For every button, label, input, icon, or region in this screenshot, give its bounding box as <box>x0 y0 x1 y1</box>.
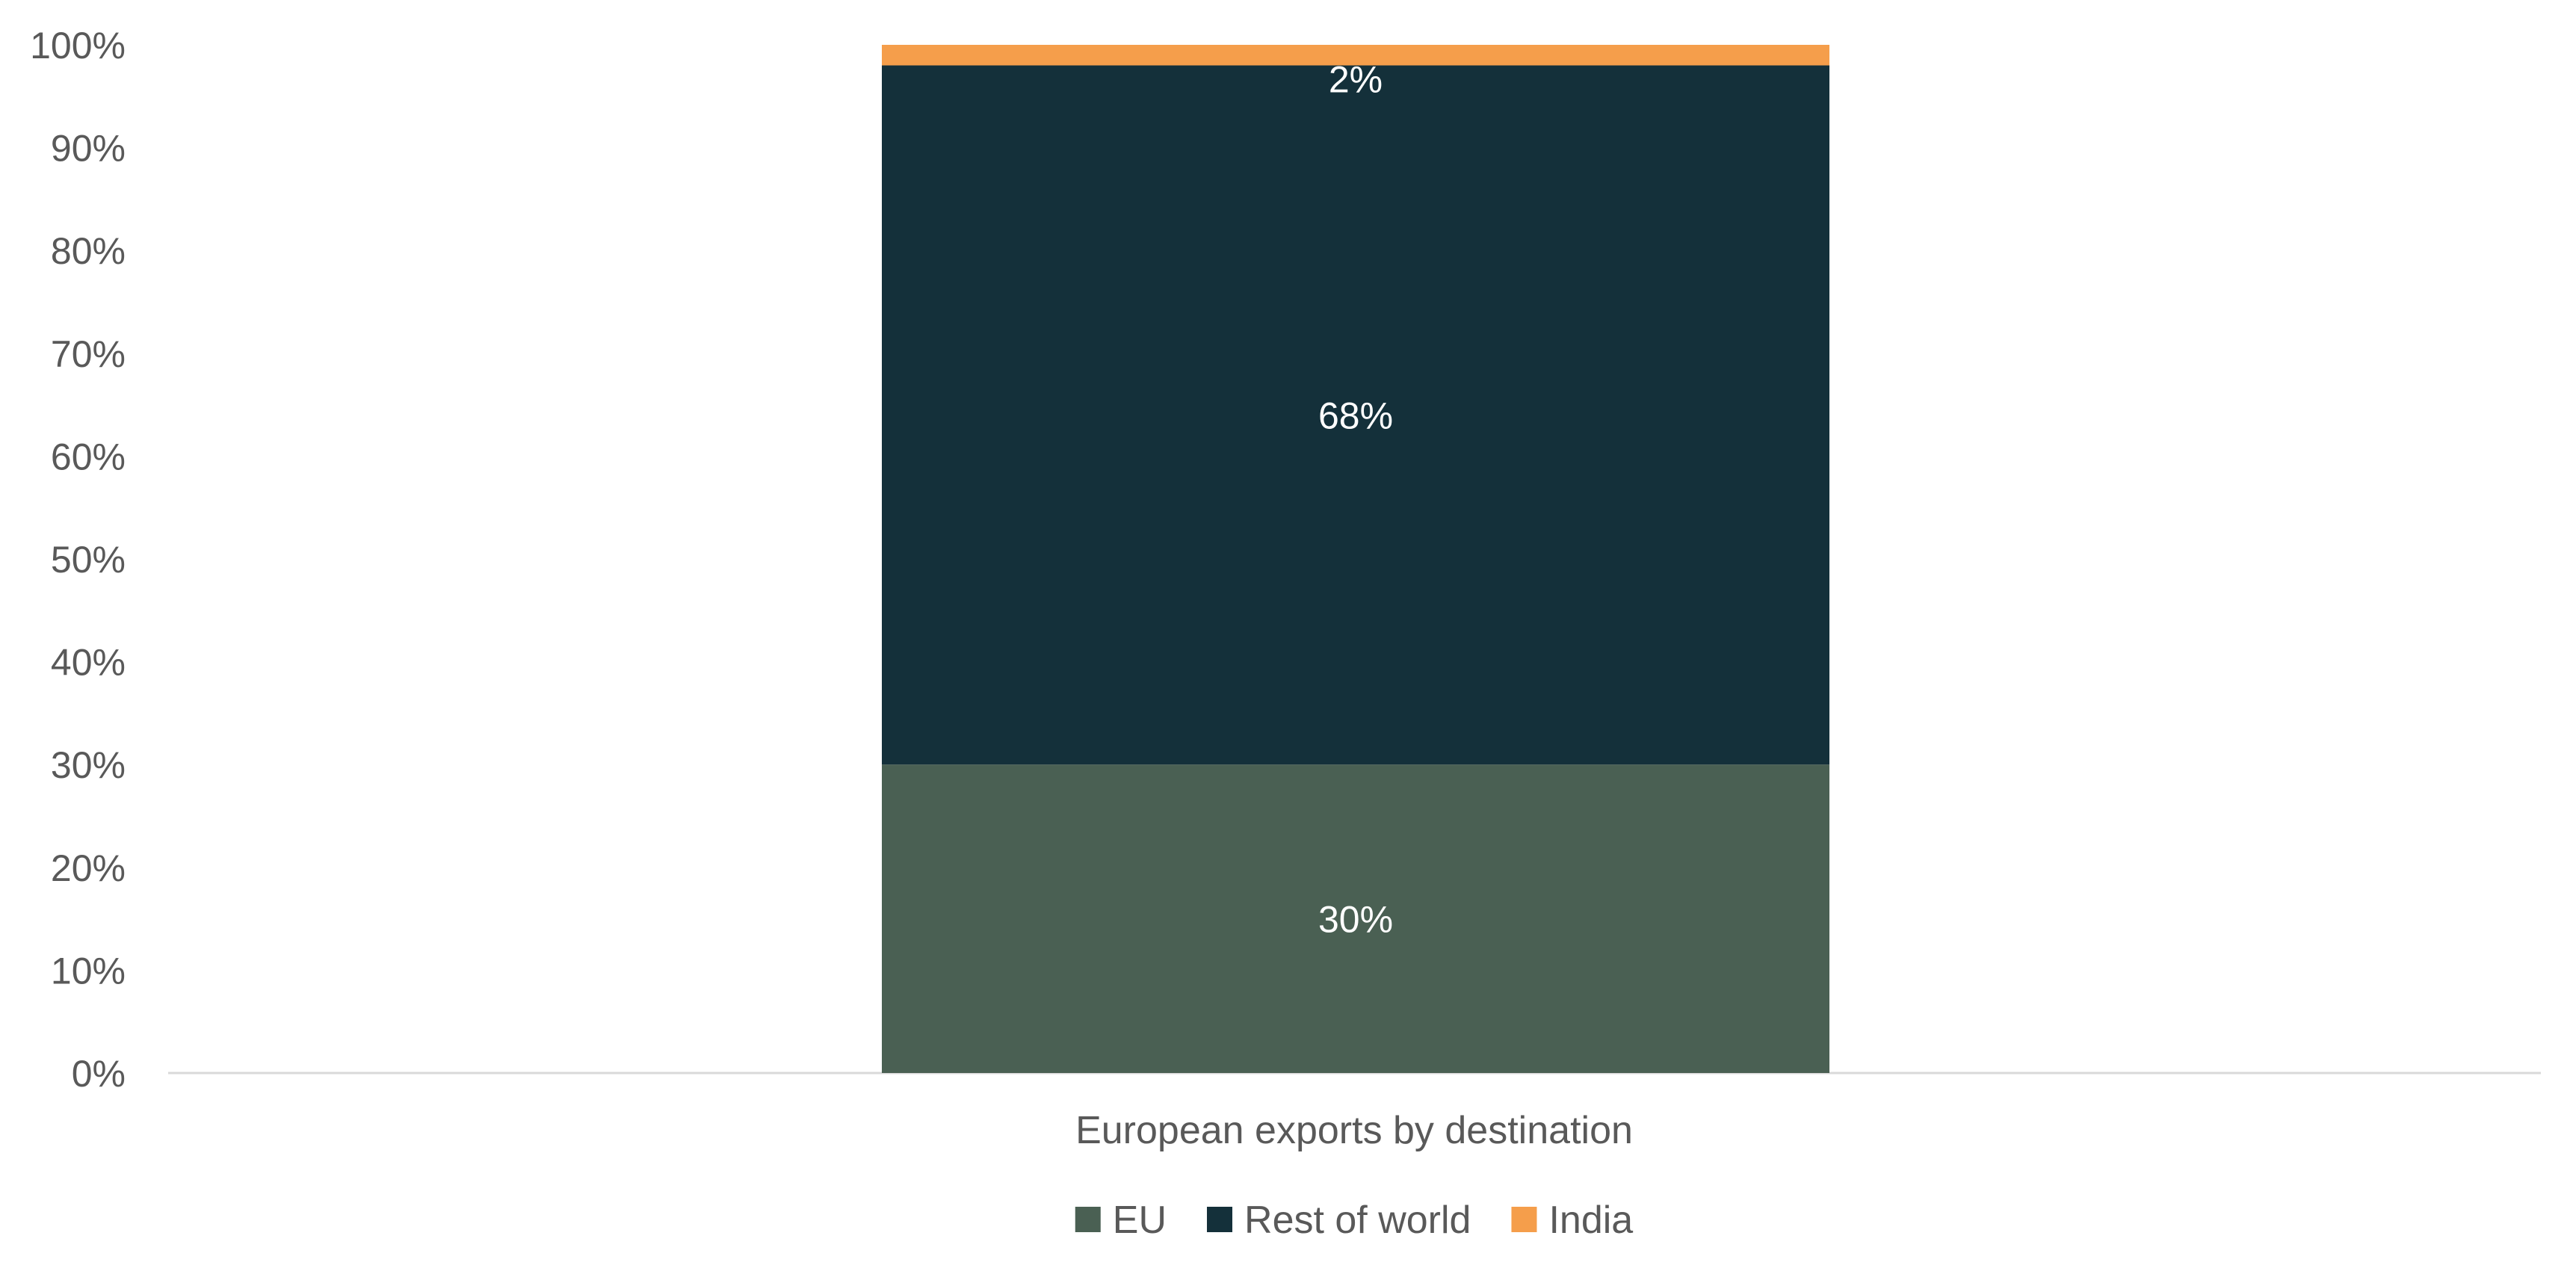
legend-label-india: India <box>1548 1199 1633 1242</box>
bar-segments <box>882 45 1829 1073</box>
y-tick-label: 80% <box>51 230 126 272</box>
y-tick-label: 70% <box>51 333 126 375</box>
bar-segment-rest-of-world <box>882 65 1829 765</box>
legend: EU Rest of world India <box>1075 1199 1633 1242</box>
y-tick-label: 10% <box>51 950 126 992</box>
x-category-label: European exports by destination <box>1075 1109 1633 1152</box>
legend-swatch-india <box>1511 1207 1537 1232</box>
bar-segment-eu <box>882 764 1829 1073</box>
y-tick-label: 40% <box>51 642 126 684</box>
y-tick-label: 50% <box>51 539 126 581</box>
bar-data-labels: 30% 68% 2% <box>1318 59 1393 941</box>
legend-label-rest-of-world: Rest of world <box>1244 1199 1471 1242</box>
y-tick-label: 30% <box>51 744 126 786</box>
data-label-eu: 30% <box>1318 899 1393 941</box>
data-label-rest-of-world: 68% <box>1318 395 1393 436</box>
y-axis: 0% 10% 20% 30% 40% 50% 60% 70% 80% 90% 100% <box>30 25 126 1095</box>
y-tick-label: 90% <box>51 128 126 170</box>
bar-segment-india <box>882 45 1829 66</box>
legend-swatch-eu <box>1075 1207 1101 1232</box>
y-tick-label: 0% <box>72 1053 126 1095</box>
y-tick-label: 100% <box>30 25 126 67</box>
data-label-india: 2% <box>1329 59 1383 101</box>
y-tick-label: 60% <box>51 436 126 477</box>
y-tick-label: 20% <box>51 847 126 889</box>
legend-swatch-rest-of-world <box>1207 1207 1233 1232</box>
legend-label-eu: EU <box>1113 1199 1167 1242</box>
